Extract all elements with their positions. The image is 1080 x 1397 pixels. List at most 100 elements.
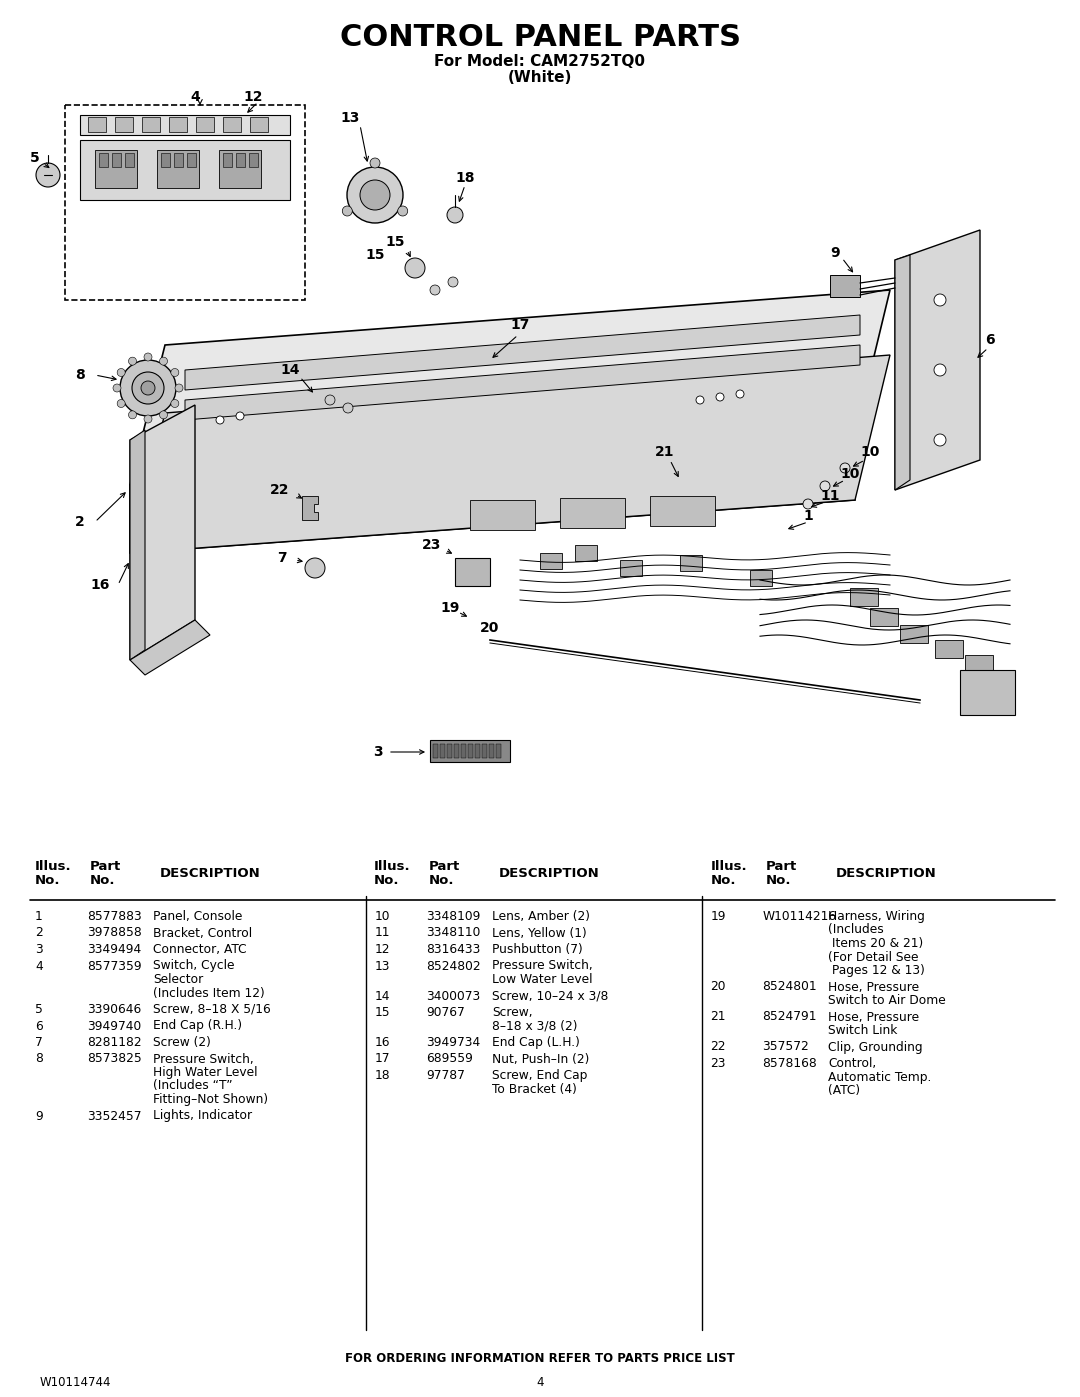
Text: (Includes Item 12): (Includes Item 12) (153, 986, 265, 999)
Text: No.: No. (374, 875, 400, 887)
Text: No.: No. (711, 875, 735, 887)
Bar (433, 745, 438, 759)
Bar (461, 745, 465, 759)
Polygon shape (130, 620, 210, 675)
Text: Automatic Temp.: Automatic Temp. (828, 1070, 932, 1084)
Bar (561, 497, 625, 528)
Circle shape (360, 180, 390, 210)
Circle shape (160, 358, 167, 365)
Text: 22: 22 (711, 1041, 726, 1053)
Text: 14: 14 (374, 989, 390, 1003)
Bar (168, 117, 187, 131)
Text: Illus.: Illus. (374, 861, 410, 873)
Text: Screw, 10–24 x 3/8: Screw, 10–24 x 3/8 (492, 989, 608, 1003)
Text: 3348109: 3348109 (427, 909, 481, 923)
Text: Part: Part (429, 861, 460, 873)
Text: 3949734: 3949734 (427, 1037, 481, 1049)
Bar (195, 117, 214, 131)
Bar (222, 154, 232, 168)
Text: 10: 10 (840, 467, 860, 481)
Text: Panel, Console: Panel, Console (153, 909, 242, 923)
Text: 11: 11 (820, 489, 840, 503)
Circle shape (132, 372, 164, 404)
Bar (468, 745, 473, 759)
Text: DESCRIPTION: DESCRIPTION (160, 868, 260, 880)
Text: Pages 12 & 13): Pages 12 & 13) (828, 964, 926, 977)
Text: (ATC): (ATC) (828, 1084, 861, 1097)
Text: 11: 11 (374, 926, 390, 940)
Text: Connector, ATC: Connector, ATC (153, 943, 246, 956)
Bar (455, 557, 490, 585)
Text: 23: 23 (711, 1058, 726, 1070)
Bar (249, 154, 258, 168)
Circle shape (934, 365, 946, 376)
Bar (99, 154, 108, 168)
Bar (112, 154, 121, 168)
Circle shape (325, 395, 335, 405)
Bar (65, 105, 305, 300)
Text: 8573825: 8573825 (87, 1052, 141, 1066)
Circle shape (144, 353, 152, 360)
Text: 18: 18 (374, 1069, 390, 1083)
Text: 9: 9 (35, 1109, 43, 1123)
Text: 8–18 x 3/8 (2): 8–18 x 3/8 (2) (492, 1020, 578, 1032)
Bar (187, 154, 195, 168)
Bar (620, 560, 642, 576)
Text: Switch to Air Dome: Switch to Air Dome (828, 995, 946, 1007)
Text: For Model: CAM2752TQ0: For Model: CAM2752TQ0 (434, 54, 646, 70)
Polygon shape (80, 115, 291, 136)
Text: Part: Part (90, 861, 121, 873)
Bar (650, 496, 715, 527)
Text: DESCRIPTION: DESCRIPTION (499, 868, 600, 880)
Text: 1: 1 (804, 509, 813, 522)
Text: 15: 15 (365, 249, 384, 263)
Circle shape (120, 360, 176, 416)
Text: Pressure Switch,: Pressure Switch, (153, 1052, 254, 1066)
Bar (935, 640, 963, 658)
Text: CONTROL PANEL PARTS: CONTROL PANEL PARTS (339, 24, 741, 53)
Text: No.: No. (429, 875, 455, 887)
Text: 6: 6 (985, 332, 995, 346)
Polygon shape (80, 140, 291, 200)
Text: 4: 4 (190, 89, 200, 103)
Text: (Includes “T”: (Includes “T” (153, 1080, 232, 1092)
Circle shape (696, 395, 704, 404)
Text: W10114216: W10114216 (762, 909, 837, 923)
Text: 3352457: 3352457 (87, 1109, 141, 1123)
Text: 20: 20 (481, 622, 500, 636)
Polygon shape (895, 231, 980, 490)
Circle shape (117, 400, 125, 408)
Bar (95, 149, 137, 189)
Text: No.: No. (766, 875, 791, 887)
Circle shape (113, 384, 121, 393)
Text: 8524791: 8524791 (762, 1010, 816, 1024)
Circle shape (305, 557, 325, 578)
Text: DESCRIPTION: DESCRIPTION (836, 868, 936, 880)
Text: 21: 21 (711, 1010, 726, 1024)
Text: 3: 3 (35, 943, 43, 956)
Text: 15: 15 (386, 235, 405, 249)
Polygon shape (185, 345, 860, 420)
Bar (475, 745, 480, 759)
Text: Screw (2): Screw (2) (153, 1037, 211, 1049)
Bar (174, 154, 183, 168)
Circle shape (370, 158, 380, 168)
Bar (114, 117, 133, 131)
Circle shape (397, 205, 408, 217)
Text: Screw, 8–18 X 5/16: Screw, 8–18 X 5/16 (153, 1003, 271, 1016)
Circle shape (171, 369, 179, 377)
Text: (For Detail See: (For Detail See (828, 950, 919, 964)
Text: 10: 10 (861, 446, 880, 460)
Text: Illus.: Illus. (35, 861, 71, 873)
Bar (496, 745, 501, 759)
Text: 8577359: 8577359 (87, 960, 141, 972)
Bar (222, 117, 241, 131)
Text: Switch Link: Switch Link (828, 1024, 897, 1037)
Text: 97787: 97787 (427, 1069, 465, 1083)
Text: 6: 6 (35, 1020, 43, 1032)
Text: 14: 14 (280, 363, 300, 377)
Text: 5: 5 (35, 1003, 43, 1016)
Text: 4: 4 (35, 960, 43, 972)
Text: Illus.: Illus. (711, 861, 747, 873)
Bar (831, 275, 860, 298)
